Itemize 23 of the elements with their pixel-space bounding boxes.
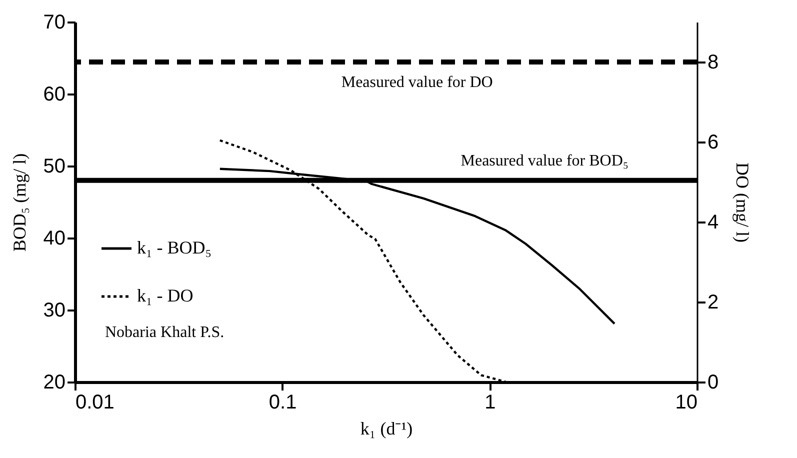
y2-tick-label: 2 xyxy=(708,292,719,314)
legend-label: k₁ - BOD₅ xyxy=(137,238,212,258)
y2-tick-label: 6 xyxy=(708,132,719,154)
x-tick-label: 0.1 xyxy=(268,392,297,414)
ref-line-label: Measured value for DO xyxy=(341,74,493,91)
y2-axis-title: DO (mg/ l) xyxy=(732,162,753,242)
x-tick-label: 10 xyxy=(675,392,698,414)
x-axis-title: k₁ (d⁻¹) xyxy=(360,418,413,438)
y2-tick-label: 0 xyxy=(708,372,719,394)
x-tick-label: 0.01 xyxy=(76,392,114,414)
y2-tick-label: 8 xyxy=(708,52,719,74)
annotation: Nobaria Khalt P.S. xyxy=(105,324,224,341)
y2-tick-label: 4 xyxy=(708,212,719,234)
y-tick-label: 60 xyxy=(43,84,66,106)
y-tick-label: 50 xyxy=(43,156,66,178)
x-tick-label: 1 xyxy=(484,392,496,414)
ref-line-label: Measured value for BOD₅ xyxy=(460,152,628,170)
y-axis-title: BOD₅ (mg/ l) xyxy=(9,153,30,252)
y-tick-label: 40 xyxy=(43,228,66,250)
legend-label: k₁ - DO xyxy=(137,286,194,306)
y-tick-label: 70 xyxy=(43,12,66,34)
y-tick-label: 20 xyxy=(43,372,66,394)
y-tick-label: 30 xyxy=(43,300,66,322)
